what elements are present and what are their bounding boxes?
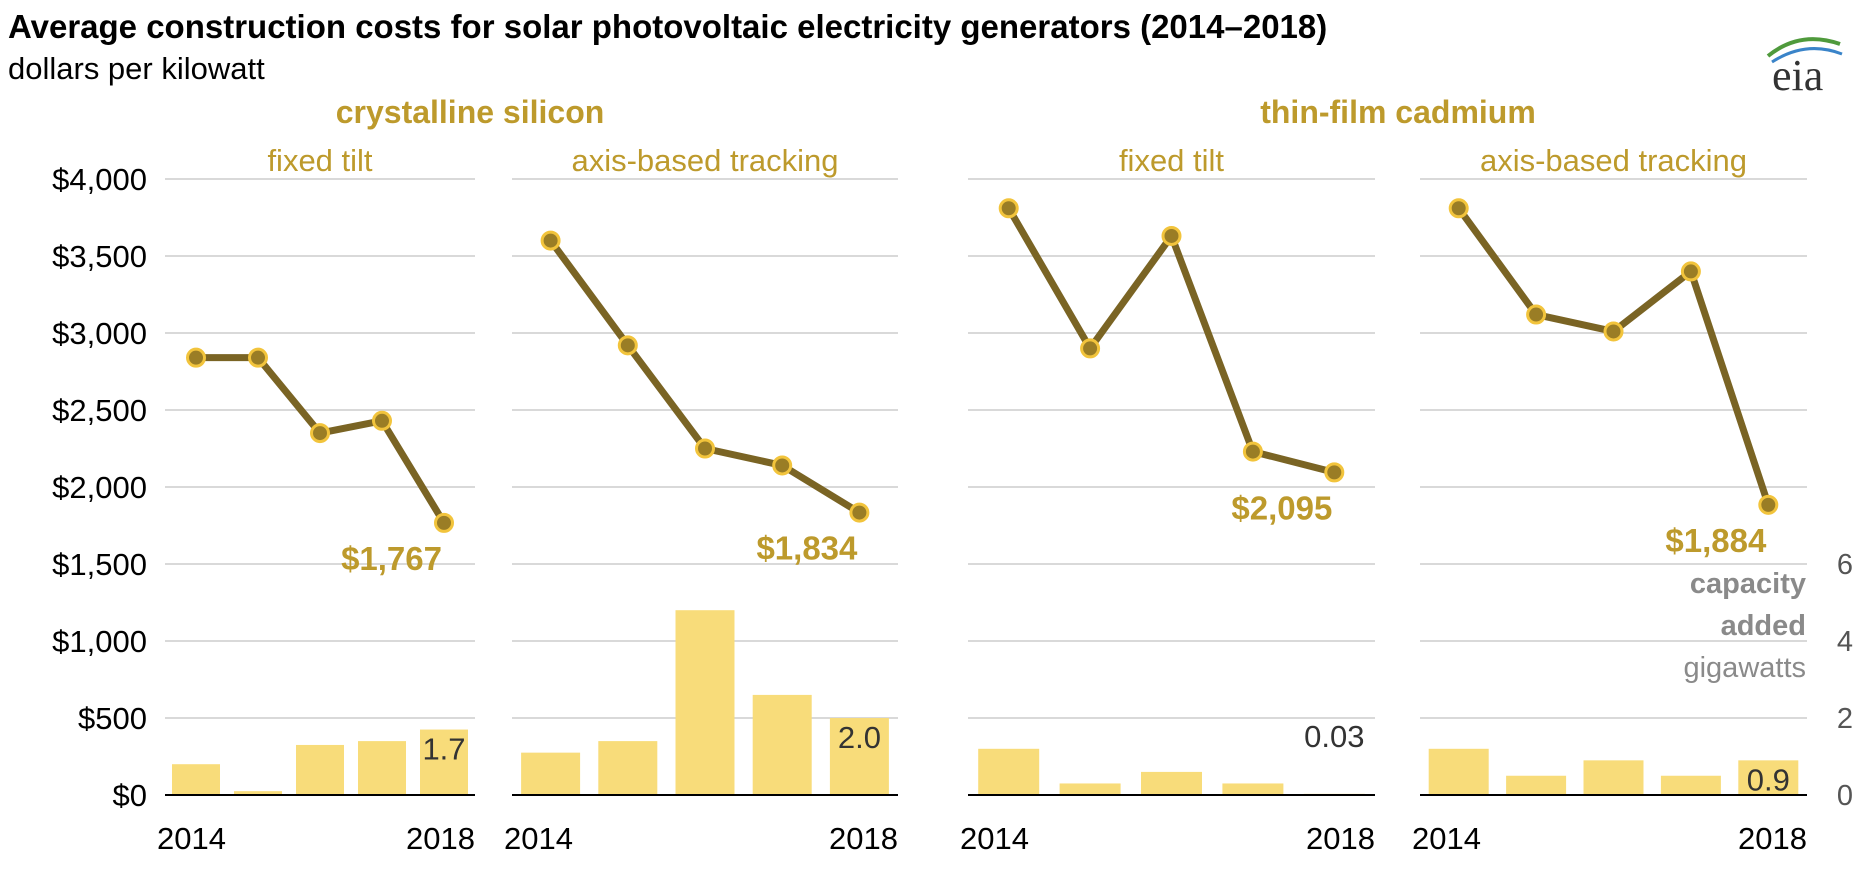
eia-logo-text: eia [1772,51,1823,100]
capacity-bar [1506,775,1567,795]
cost-point [1448,198,1469,219]
x-tick-label: 2014 [960,821,1029,856]
y2-label-unit: gigawatts [1683,652,1806,684]
panel-title: fixed tilt [1119,143,1224,178]
capacity-bar [521,752,581,795]
cost-point [372,410,392,431]
x-tick-label: 2014 [157,821,226,856]
cost-point [434,512,454,533]
panel-title: axis-based tracking [571,143,838,178]
x-tick-label: 2018 [1306,821,1375,856]
cost-point [186,347,206,368]
capacity-bar [598,741,658,795]
capacity-bar [1141,771,1202,795]
eia-logo-arc-green [1766,37,1841,58]
y2-tick-label: 6 [1837,549,1853,581]
cost-point [1324,462,1345,483]
capacity-label: 2.0 [838,720,881,755]
chart-subtitle: dollars per kilowatt [8,51,265,86]
cost-point [772,455,793,476]
cost-point [1603,321,1624,342]
cost-point [1680,261,1701,282]
y-tick-label: $2,500 [52,393,147,428]
y2-tick-label: 4 [1837,626,1853,658]
y2-tick-label: 2 [1837,703,1853,735]
panel [165,178,475,796]
panel-title: axis-based tracking [1480,143,1747,178]
cost-point [310,423,330,444]
cost-end-label: $2,095 [1231,489,1332,526]
capacity-bar [296,744,344,795]
panel [512,178,898,796]
cost-end-label: $1,767 [341,540,442,577]
cost-point [1080,338,1101,359]
y2-label-line1: capacity [1690,568,1806,600]
cost-point [1526,304,1547,325]
cost-line [1005,206,1336,476]
cost-line [547,238,862,516]
cost-point [1242,441,1263,462]
y-tick-label: $3,500 [52,239,147,274]
x-tick-label: 2014 [504,821,573,856]
capacity-bar [420,729,468,795]
eia-logo-arc-blue [1771,47,1843,64]
group-title: thin-film cadmium [1260,94,1536,130]
capacity-bar [1059,783,1121,795]
cost-point [1758,494,1779,515]
x-tick-label: 2018 [1738,821,1807,856]
panel [1420,178,1807,796]
y-tick-label: $1,000 [52,624,147,659]
cost-point [540,230,561,251]
capacity-bar [1428,748,1489,795]
cost-point [1161,225,1182,246]
capacity-bar [829,718,889,795]
cost-line [1455,206,1772,506]
y-tick-label: $4,000 [52,162,147,197]
eia-logo-icon: eia [1766,37,1843,100]
capacity-bar [675,610,735,795]
capacity-bar [358,741,406,795]
y-tick-label: $500 [78,701,147,736]
x-tick-label: 2018 [406,821,475,856]
capacity-bar [1222,783,1284,795]
panel [968,178,1375,796]
panel-title: fixed tilt [267,143,372,178]
cost-point [695,438,715,459]
y2-tick-label: 0 [1837,780,1853,812]
capacity-bar [1583,760,1644,795]
x-tick-label: 2014 [1412,821,1481,856]
capacity-label: 0.03 [1304,719,1364,754]
capacity-bar [1738,760,1799,795]
capacity-bar [1660,775,1721,795]
cost-point [617,335,638,356]
capacity-label: 1.7 [422,732,465,767]
capacity-bar [978,748,1040,795]
x-tick-label: 2018 [829,821,898,856]
y-tick-label: $0 [113,778,147,813]
y-tick-label: $3,000 [52,316,147,351]
cost-point [998,198,1019,219]
capacity-bar [752,694,812,795]
y-tick-label: $2,000 [52,470,147,505]
capacity-bar [234,791,282,795]
group-title: crystalline silicon [336,94,605,130]
capacity-bar [172,764,220,795]
cost-end-label: $1,884 [1665,522,1767,559]
cost-point [849,502,870,523]
cost-end-label: $1,834 [756,530,858,567]
y2-label-line2: added [1721,610,1806,642]
chart-title: Average construction costs for solar pho… [8,8,1327,45]
plot-area: $0 $500 $1,000 $1,500 $2,000 $2,500 $3,000 $3,5… [52,94,1853,856]
cost-point [248,347,268,368]
y-tick-label: $1,500 [52,547,147,582]
capacity-label: 0.9 [1747,762,1790,797]
